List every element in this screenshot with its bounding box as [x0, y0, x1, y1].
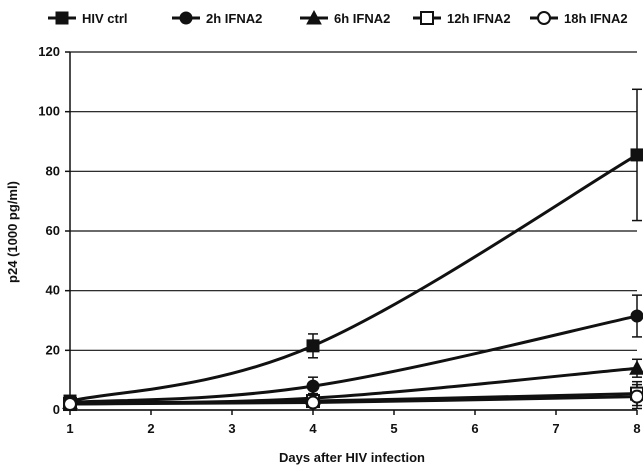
legend-item-2h-ifna2: 2h IFNA2: [172, 11, 262, 26]
series-line-18h-ifna2: [68, 395, 639, 406]
axes: [65, 51, 638, 415]
legend-label-18h-ifna2: 18h IFNA2: [564, 11, 628, 26]
legend: HIV ctrl 2h IFNA2 6h IFNA2 12h IFNA2 18h IFN…: [48, 9, 628, 26]
grid: [70, 51, 637, 411]
legend-marker-hiv-ctrl: [55, 11, 69, 25]
legend-item-18h-ifna2: 18h IFNA2: [530, 11, 628, 26]
legend-marker-18h-ifna2: [537, 11, 551, 25]
y-axis-title: p24 (1000 pg/ml): [5, 181, 20, 283]
y-tick-label-0: 0: [53, 402, 60, 417]
data-point-2h-ifna2-8: [630, 309, 643, 323]
series-lines: [68, 153, 639, 406]
legend-item-hiv-ctrl: HIV ctrl: [48, 11, 128, 26]
y-tick-label-20: 20: [46, 342, 60, 357]
x-axis-title: Days after HIV infection: [279, 450, 425, 465]
y-tick-label-40: 40: [46, 283, 60, 298]
x-tick-label-6: 6: [471, 421, 478, 436]
x-tick-label-1: 1: [66, 421, 73, 436]
tick-labels: 0 20 40 60 80 100 120 1 2 3 4 5 6 7 8: [38, 44, 640, 436]
y-tick-label-60: 60: [46, 223, 60, 238]
x-tick-label-3: 3: [228, 421, 235, 436]
data-point-18h-ifna2-1: [63, 397, 77, 412]
legend-label-2h-ifna2: 2h IFNA2: [206, 11, 262, 26]
y-tick-label-80: 80: [46, 163, 60, 178]
legend-label-12h-ifna2: 12h IFNA2: [447, 11, 511, 26]
x-tick-label-4: 4: [309, 421, 317, 436]
series-line-2h-ifna2: [68, 314, 639, 405]
x-tick-label-2: 2: [147, 421, 154, 436]
legend-marker-2h-ifna2: [179, 11, 193, 25]
data-point-18h-ifna2-8: [630, 389, 643, 404]
data-point-18h-ifna2-4: [306, 395, 320, 410]
legend-label-hiv-ctrl: HIV ctrl: [82, 11, 128, 26]
x-tick-label-5: 5: [390, 421, 397, 436]
legend-marker-6h-ifna2: [306, 9, 322, 25]
series-markers: [62, 148, 643, 412]
error-bars: [308, 88, 642, 410]
data-point-6h-ifna2-8: [629, 360, 643, 375]
y-tick-label-100: 100: [38, 104, 60, 119]
data-point-hiv-ctrl-8: [630, 148, 643, 162]
y-tick-label-120: 120: [38, 44, 60, 59]
series-line-hiv-ctrl: [68, 153, 639, 403]
data-point-hiv-ctrl-4: [306, 339, 320, 353]
legend-item-12h-ifna2: 12h IFNA2: [413, 11, 511, 26]
legend-marker-12h-ifna2: [420, 11, 434, 25]
x-tick-label-8: 8: [633, 421, 640, 436]
legend-label-6h-ifna2: 6h IFNA2: [334, 11, 390, 26]
x-tick-label-7: 7: [552, 421, 559, 436]
legend-item-6h-ifna2: 6h IFNA2: [300, 9, 390, 26]
